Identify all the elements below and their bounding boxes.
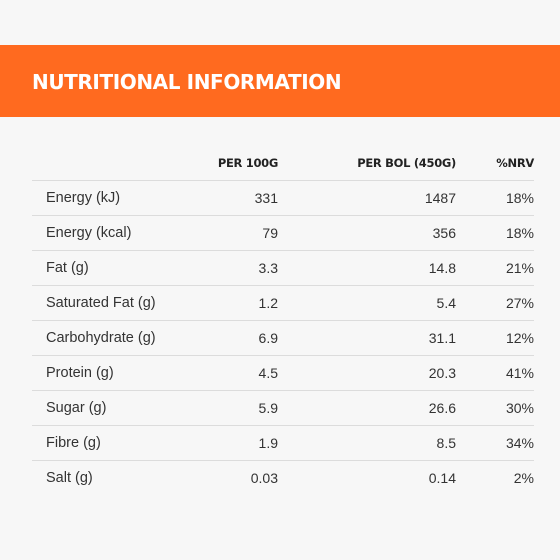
per-100g-value: 0.03	[250, 470, 278, 486]
nutrient-name: Saturated Fat (g)	[32, 285, 198, 321]
nrv-value: 12%	[456, 320, 534, 356]
per-bol-value: 20.3	[278, 355, 456, 391]
nutrient-name: Fat (g)	[32, 250, 198, 286]
table-row: Fibre (g) 1.9 8.5 34%	[32, 425, 534, 461]
column-header-per-bol: PER BOL (450G)	[278, 146, 456, 181]
column-header-per-100g: PER 100G	[198, 146, 278, 181]
per-bol-value: 0.14	[428, 470, 456, 486]
per-bol-value: 31.1	[278, 320, 456, 356]
nrv-value: 34%	[456, 425, 534, 461]
per-bol-value: 8.5	[278, 425, 456, 461]
column-header-nrv: %NRV	[456, 146, 534, 181]
table-row: Protein (g) 4.5 20.3 41%	[32, 355, 534, 391]
per-bol-value: 14.8	[278, 250, 456, 286]
nutrient-name: Energy (kJ)	[32, 180, 198, 216]
nutrient-name: Energy (kcal)	[32, 215, 198, 251]
per-100g-value: 3.3	[198, 250, 278, 286]
nutrient-name: Fibre (g)	[32, 425, 198, 461]
table-row: Salt (g) 0.03 0.14 2%	[32, 461, 534, 496]
nrv-value: 18%	[456, 215, 534, 251]
per-100g-value: 79	[198, 215, 278, 251]
per-100g-value: 6.9	[198, 320, 278, 356]
per-100g-value: 1.9	[198, 425, 278, 461]
nrv-value: 2%	[513, 470, 534, 486]
nutrient-name: Protein (g)	[32, 355, 198, 391]
column-header-nutrient	[32, 146, 198, 181]
nutrition-table: PER 100G PER BOL (450G) %NRV Energy (kJ)…	[32, 146, 534, 495]
nutrient-name: Sugar (g)	[32, 390, 198, 426]
nrv-value: 27%	[456, 285, 534, 321]
table-row: Carbohydrate (g) 6.9 31.1 12%	[32, 320, 534, 356]
header-banner: NUTRITIONAL INFORMATION	[0, 45, 560, 117]
nrv-value: 30%	[456, 390, 534, 426]
nrv-value: 21%	[456, 250, 534, 286]
per-bol-value: 26.6	[278, 390, 456, 426]
table-row: Energy (kJ) 331 1487 18%	[32, 180, 534, 216]
per-100g-value: 331	[198, 180, 278, 216]
per-bol-value: 1487	[278, 180, 456, 216]
per-bol-value: 5.4	[278, 285, 456, 321]
table-row: Fat (g) 3.3 14.8 21%	[32, 250, 534, 286]
table-row: Sugar (g) 5.9 26.6 30%	[32, 390, 534, 426]
nutrient-name: Carbohydrate (g)	[32, 320, 198, 356]
nrv-value: 41%	[456, 355, 534, 391]
table-row: Saturated Fat (g) 1.2 5.4 27%	[32, 285, 534, 321]
nutrient-name: Salt (g)	[46, 470, 93, 486]
per-100g-value: 5.9	[198, 390, 278, 426]
per-100g-value: 1.2	[198, 285, 278, 321]
table-row: Energy (kcal) 79 356 18%	[32, 215, 534, 251]
header-row: PER 100G PER BOL (450G) %NRV	[32, 146, 534, 181]
page-title: NUTRITIONAL INFORMATION	[32, 70, 342, 94]
nrv-value: 18%	[456, 180, 534, 216]
per-bol-value: 356	[278, 215, 456, 251]
per-100g-value: 4.5	[198, 355, 278, 391]
